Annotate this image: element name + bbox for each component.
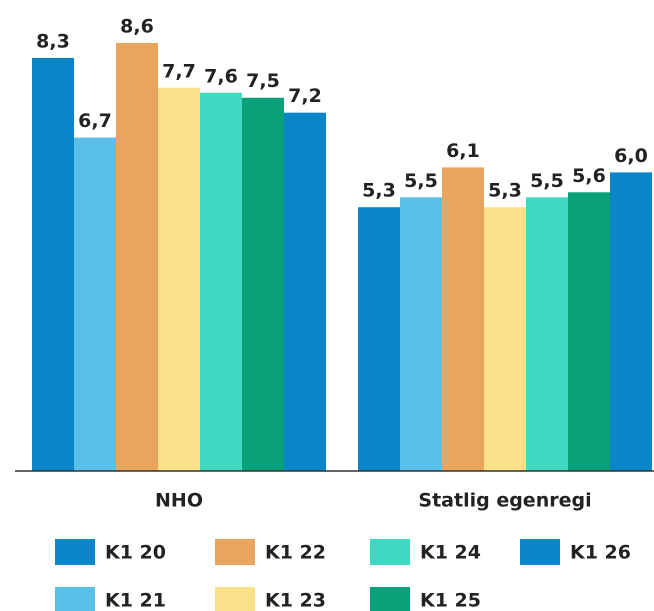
legend-label: K1 25	[420, 590, 481, 611]
bar	[526, 197, 568, 472]
legend-label: K1 21	[105, 590, 166, 611]
data-label: 8,3	[36, 30, 70, 52]
bar	[610, 172, 652, 471]
legend-label: K1 20	[105, 542, 166, 564]
legend-swatch	[370, 539, 410, 565]
data-label: 5,6	[572, 165, 606, 187]
legend-swatch	[215, 587, 255, 611]
bar	[158, 87, 200, 471]
legend-swatch	[215, 539, 255, 565]
bar	[284, 112, 326, 472]
bar	[484, 207, 526, 472]
x-tick-label: Statlig egenregi	[418, 490, 591, 512]
data-label: 6,1	[446, 140, 480, 162]
x-tick-label: NHO	[155, 490, 203, 512]
bar	[400, 197, 442, 472]
data-label: 5,5	[530, 170, 564, 192]
data-label: 7,2	[288, 85, 322, 107]
data-label: 5,3	[362, 180, 396, 202]
legend-swatch	[55, 587, 95, 611]
data-label: 7,6	[204, 65, 238, 87]
legend-swatch	[370, 587, 410, 611]
bar	[74, 137, 116, 471]
data-label: 6,0	[614, 145, 648, 167]
legend-swatch	[55, 539, 95, 565]
bar	[358, 207, 400, 472]
data-label: 5,5	[404, 170, 438, 192]
bar	[116, 43, 158, 471]
data-label: 8,6	[120, 16, 154, 38]
legend-label: K1 23	[265, 590, 326, 611]
bar	[242, 97, 284, 471]
data-label: 6,7	[78, 110, 112, 132]
legend-label: K1 24	[420, 542, 481, 564]
legend-label: K1 26	[570, 542, 631, 564]
bar	[32, 57, 74, 471]
legend-swatch	[520, 539, 560, 565]
data-label: 7,5	[246, 70, 280, 92]
legend-label: K1 22	[265, 542, 326, 564]
data-label: 5,3	[488, 180, 522, 202]
bar	[568, 192, 610, 472]
data-label: 7,7	[162, 60, 196, 82]
bar	[442, 167, 484, 471]
bar	[200, 92, 242, 471]
